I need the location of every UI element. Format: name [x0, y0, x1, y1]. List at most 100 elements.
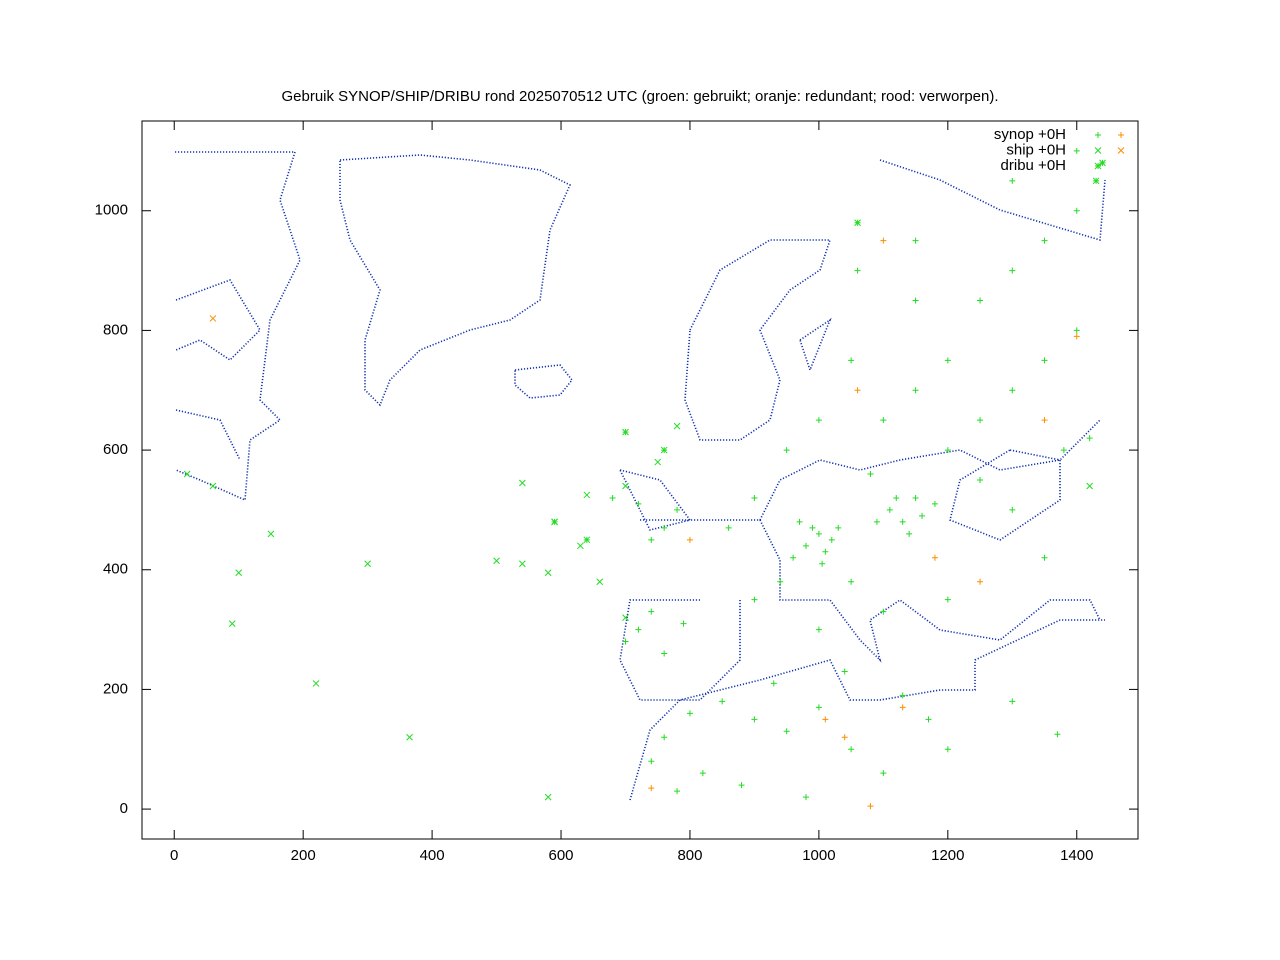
data-point — [899, 518, 906, 525]
data-point — [622, 482, 629, 490]
data-point — [660, 446, 668, 454]
data-point — [751, 494, 758, 501]
x-tick-label: 1000 — [802, 847, 835, 864]
data-point — [1009, 267, 1016, 274]
data-point — [848, 746, 855, 753]
data-point — [880, 237, 887, 244]
data-point — [267, 530, 275, 538]
data-point — [1054, 731, 1061, 738]
data-point — [661, 524, 668, 531]
data-point — [815, 417, 822, 424]
data-point — [751, 596, 758, 603]
data-point — [931, 500, 938, 507]
data-point — [1009, 698, 1016, 705]
data-point — [803, 542, 809, 549]
data-point — [880, 770, 887, 777]
data-point — [815, 530, 822, 537]
data-point — [819, 560, 826, 567]
data-point — [803, 794, 809, 801]
data-point — [1009, 387, 1016, 394]
legend-marker — [1118, 132, 1124, 138]
data-point — [228, 620, 236, 627]
legend-marker — [1094, 162, 1102, 170]
data-point — [1073, 327, 1080, 334]
data-point — [1086, 482, 1094, 490]
y-tick-label: 200 — [103, 680, 128, 697]
data-point — [235, 569, 243, 577]
data-point — [854, 387, 861, 394]
data-point — [815, 626, 822, 633]
data-point — [880, 417, 887, 424]
data-point — [867, 471, 874, 478]
data-point — [635, 626, 642, 633]
data-point — [686, 710, 693, 717]
data-point — [912, 494, 919, 501]
legend-label: dribu +0H — [1001, 157, 1066, 174]
data-point — [1086, 435, 1093, 442]
data-point — [822, 716, 829, 723]
coast-greenland — [339, 154, 572, 407]
data-point — [751, 716, 758, 723]
data-point — [648, 536, 655, 543]
data-point — [1092, 177, 1100, 185]
data-point — [912, 297, 919, 304]
data-point — [1041, 417, 1048, 424]
data-point — [661, 650, 668, 657]
data-point — [738, 782, 745, 789]
data-point — [209, 482, 217, 490]
data-point — [518, 479, 526, 487]
data-point — [622, 614, 629, 621]
data-point — [848, 578, 855, 585]
x-tick-label: 400 — [420, 847, 445, 864]
data-point — [977, 477, 984, 483]
data-point — [912, 237, 919, 244]
data-point — [1073, 333, 1080, 340]
data-point — [841, 668, 848, 675]
coast-iceland — [514, 364, 574, 399]
coast-canada — [175, 151, 301, 502]
data-point — [899, 692, 906, 699]
data-point — [912, 387, 919, 394]
data-point — [1060, 447, 1067, 454]
data-point — [1041, 237, 1048, 244]
data-point — [1073, 207, 1080, 214]
data-point — [544, 793, 552, 801]
data-point — [880, 608, 887, 615]
plot-frame — [141, 120, 1139, 840]
data-point — [777, 578, 784, 585]
coast-europe — [618, 159, 1106, 701]
y-tick-label: 0 — [120, 800, 128, 817]
data-point — [809, 524, 816, 531]
coast-africa — [629, 619, 1105, 801]
data-point — [1009, 177, 1016, 184]
legend-label: synop +0H — [994, 126, 1066, 143]
data-point — [790, 554, 797, 561]
legend-marker — [1094, 147, 1102, 154]
data-point — [906, 530, 913, 537]
coastline-map — [175, 151, 1106, 801]
data-point — [622, 638, 629, 645]
data-point — [648, 758, 655, 765]
data-point — [977, 297, 984, 304]
coast-scandinavia — [684, 239, 832, 441]
chart-title: Gebruik SYNOP/SHIP/DRIBU rond 2025070512… — [281, 88, 998, 105]
data-point — [364, 560, 371, 568]
data-point — [783, 728, 790, 735]
data-point — [583, 536, 591, 544]
x-tick-label: 200 — [291, 847, 316, 864]
data-point — [1041, 357, 1048, 364]
data-point — [654, 458, 662, 466]
data-point — [919, 512, 926, 519]
data-point — [886, 506, 893, 513]
data-point — [944, 746, 951, 753]
data-point — [1041, 554, 1048, 561]
y-tick-label: 1000 — [95, 202, 128, 219]
data-point — [944, 596, 951, 603]
data-point — [854, 267, 861, 274]
data-point — [873, 518, 880, 525]
data-point — [944, 357, 951, 364]
x-tick-label: 1200 — [931, 847, 964, 864]
data-point — [977, 417, 984, 424]
data-point — [699, 770, 706, 777]
